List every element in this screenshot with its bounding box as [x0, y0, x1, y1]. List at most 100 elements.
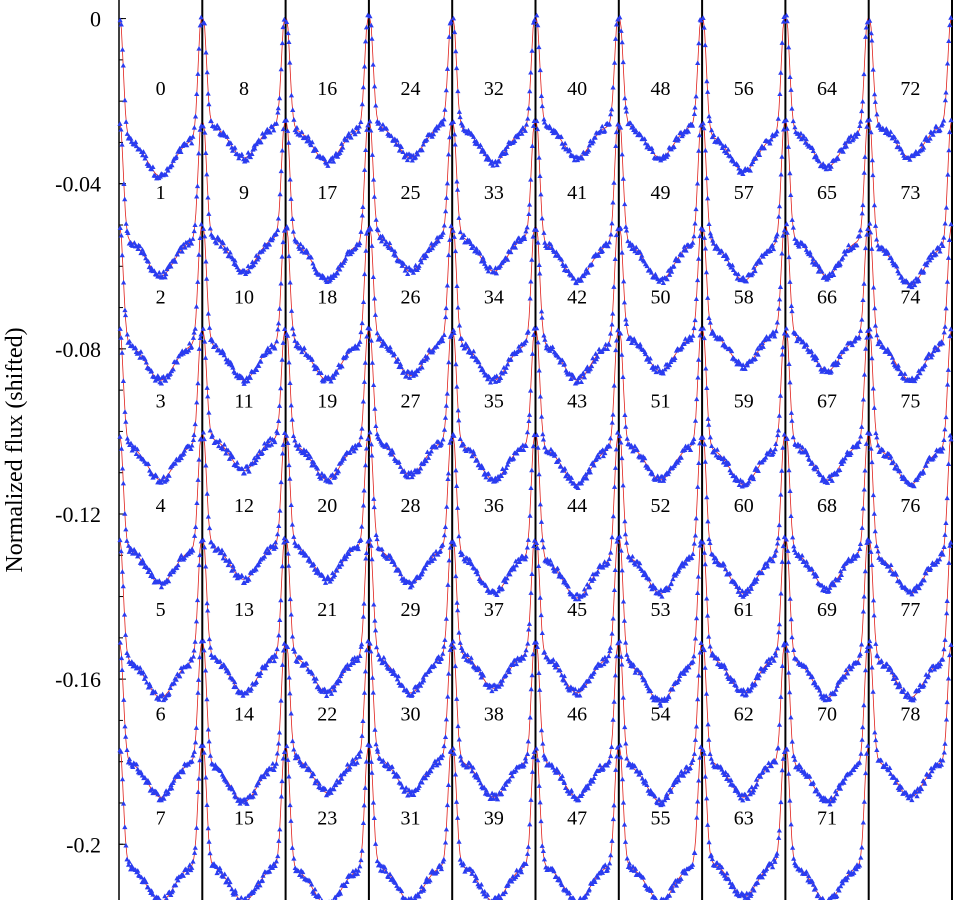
data-point [279, 147, 285, 153]
data-point [691, 436, 697, 441]
data-point [430, 347, 436, 353]
data-point [349, 656, 356, 662]
data-point [586, 584, 593, 590]
data-point [537, 595, 543, 600]
data-point [701, 235, 708, 240]
data-point [134, 761, 140, 767]
data-point [494, 162, 500, 168]
data-point [222, 871, 228, 877]
data-point [137, 243, 143, 249]
data-point [339, 671, 345, 676]
data-point [608, 111, 614, 117]
data-point [461, 441, 467, 447]
data-point [560, 144, 567, 150]
data-point [789, 418, 795, 423]
data-point [712, 246, 718, 251]
data-point [537, 393, 544, 399]
data-point [610, 411, 616, 417]
data-point [688, 337, 694, 343]
data-point [328, 790, 334, 795]
data-point [784, 221, 790, 227]
data-point [579, 791, 585, 797]
data-point [180, 873, 186, 878]
data-point [338, 147, 344, 153]
data-point [208, 652, 214, 657]
data-point [421, 886, 427, 892]
data-point [471, 134, 477, 139]
data-point [744, 362, 751, 368]
data-point [524, 544, 530, 550]
data-point [458, 757, 464, 763]
data-point [559, 773, 565, 779]
data-point [823, 693, 829, 698]
data-point [143, 359, 149, 365]
data-point [165, 897, 169, 900]
data-point [858, 433, 864, 439]
data-point [440, 230, 446, 235]
data-point [359, 523, 365, 529]
data-point [778, 590, 784, 596]
data-point [711, 132, 717, 137]
data-point [824, 480, 831, 485]
data-point [368, 441, 374, 447]
data-point [307, 559, 314, 564]
data-point [167, 571, 173, 577]
data-point [457, 114, 463, 120]
data-point [415, 687, 421, 693]
data-point [766, 336, 772, 342]
data-point [798, 130, 804, 136]
data-point [476, 666, 482, 671]
data-point [308, 254, 314, 260]
data-point [536, 670, 542, 675]
data-point [128, 136, 134, 141]
data-point [691, 751, 698, 756]
data-point [163, 271, 169, 277]
data-point [612, 256, 618, 262]
data-point [537, 687, 543, 692]
data-point [848, 450, 854, 456]
data-point [767, 140, 773, 146]
data-point [599, 870, 606, 875]
data-point [310, 260, 316, 266]
data-point [623, 108, 630, 114]
data-point [214, 122, 220, 128]
data-point [609, 838, 615, 843]
data-point [537, 501, 543, 507]
data-point [715, 136, 721, 141]
data-point [164, 476, 170, 482]
data-point [205, 310, 211, 316]
data-point [469, 561, 475, 567]
data-point [787, 74, 793, 80]
data-point [742, 366, 748, 371]
data-point [178, 149, 184, 154]
data-point [622, 531, 629, 537]
data-point [428, 448, 434, 454]
data-point [734, 888, 740, 894]
data-point [389, 247, 396, 252]
data-point [443, 195, 450, 200]
data-point [701, 751, 707, 756]
data-point [504, 462, 511, 467]
data-point [118, 446, 125, 451]
data-point [531, 332, 537, 337]
data-point [683, 870, 689, 876]
data-point [358, 434, 364, 440]
data-point [456, 215, 462, 220]
data-point [233, 794, 239, 800]
data-point [190, 654, 197, 659]
data-point [252, 460, 258, 466]
data-point [493, 270, 500, 276]
data-point [772, 650, 778, 656]
data-point [501, 258, 507, 264]
data-point [371, 601, 377, 607]
data-point [860, 505, 866, 511]
data-point [416, 468, 422, 474]
data-point [380, 338, 386, 344]
data-point [228, 140, 234, 146]
data-point [464, 343, 471, 349]
data-point [373, 102, 379, 108]
data-point [265, 345, 271, 351]
data-point [194, 91, 200, 96]
data-point [195, 380, 201, 386]
